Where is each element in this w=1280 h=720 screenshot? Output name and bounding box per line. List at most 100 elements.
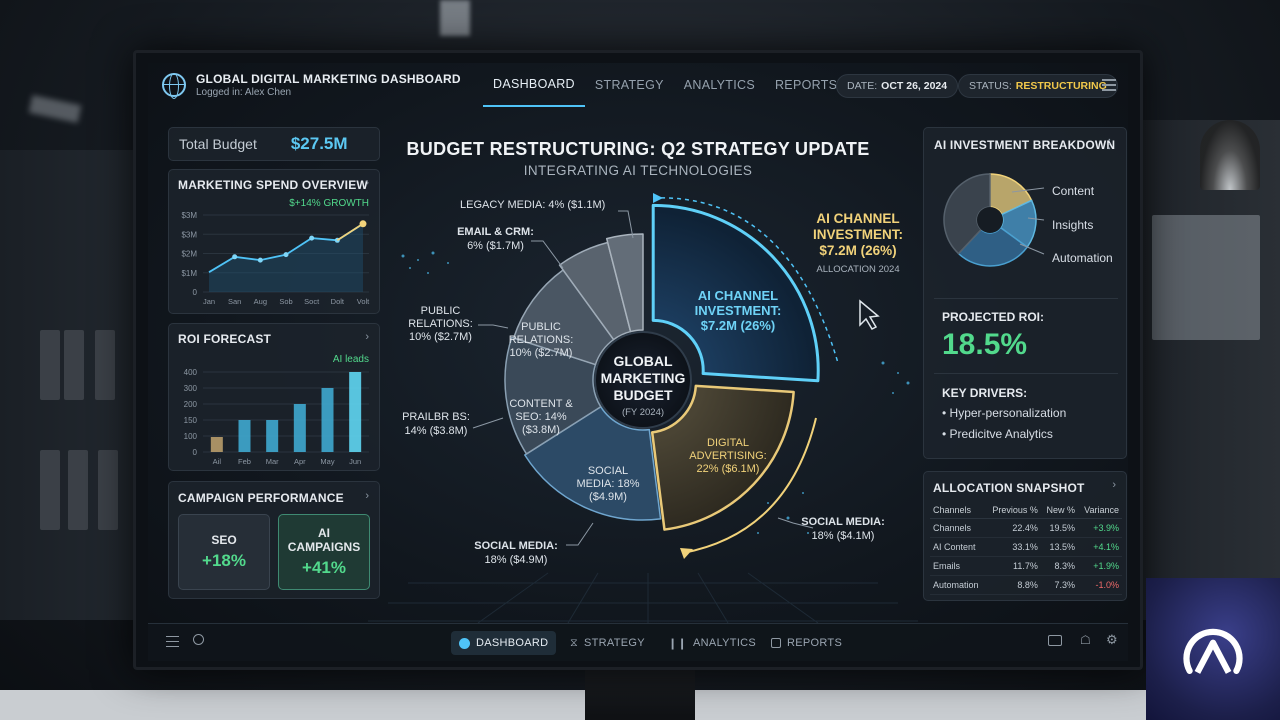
hamburger-menu-icon[interactable]	[1102, 79, 1116, 91]
roi-forecast-title: ROI FORECAST	[178, 332, 272, 346]
nav-reports[interactable]: REPORTS	[774, 78, 838, 92]
table-cell: Channels	[930, 518, 986, 538]
status-label: STATUS:	[969, 80, 1012, 92]
table-cell: +3.9%	[1078, 518, 1122, 538]
key-driver-item: • Hyper-personalization	[942, 406, 1067, 420]
y-tick-label: 200	[184, 400, 198, 409]
callout-email: EMAIL & CRM: 6% ($1.7M)	[448, 225, 543, 253]
ceiling-light	[28, 94, 82, 124]
gear-icon[interactable]: ⚙	[1106, 632, 1118, 647]
legend-automation: Automation	[1052, 251, 1113, 265]
callout-pr: PUBLIC RELATIONS: 10% ($2.7M)	[393, 305, 488, 344]
chevron-right-icon[interactable]: ›	[365, 490, 369, 502]
bottom-nav-dashboard[interactable]: DASHBOARD	[451, 631, 557, 655]
table-cell: Emails	[930, 556, 986, 576]
nav-strategy[interactable]: STRATEGY	[594, 78, 664, 92]
budget-donut-chart	[368, 193, 918, 624]
seo-kpi-label: SEO	[211, 533, 237, 547]
binder	[40, 450, 60, 530]
allocation-snapshot-panel: ALLOCATION SNAPSHOT › Channels Previous …	[923, 471, 1127, 601]
table-cell: 8.8%	[985, 575, 1041, 595]
column-header: Channels	[930, 502, 986, 519]
search-icon[interactable]	[193, 634, 204, 645]
table-cell: 22.4%	[985, 518, 1041, 538]
pendant-lamp	[1200, 120, 1260, 190]
status-value: RESTRUCTURING	[1015, 80, 1107, 92]
callout-line: 10% ($2.7M)	[409, 331, 472, 343]
slice-label-line: $7.2M (26%)	[700, 318, 776, 333]
donut-slice	[524, 406, 662, 521]
slice-label-digital: DIGITAL ADVERTISING: 22% ($6.1M)	[673, 437, 783, 476]
campaign-title: CAMPAIGN PERFORMANCE	[178, 491, 344, 505]
slice-label-line: CONTENT &	[509, 398, 573, 410]
slice-label-line: DIGITAL	[707, 437, 749, 449]
y-tick-label: $1M	[181, 269, 197, 278]
bottom-nav-reports[interactable]: REPORTS	[763, 631, 850, 655]
allocation-title: ALLOCATION SNAPSHOT	[933, 481, 1085, 495]
bottom-nav-label: ANALYTICS	[693, 637, 757, 649]
chevron-right-icon[interactable]: ›	[1112, 479, 1116, 491]
slice-label-line: AI CHANNEL	[697, 288, 779, 303]
callout-line: PUBLIC	[420, 305, 461, 317]
x-tick-label: Apr	[294, 457, 306, 466]
column-header: Previous %	[985, 502, 1041, 519]
logged-in-user: Logged in: Alex Chen	[196, 87, 292, 98]
slice-label-line: SOCIAL	[587, 465, 629, 477]
center-subtitle: INTEGRATING AI TECHNOLOGIES	[523, 163, 753, 178]
donut-slices	[504, 203, 820, 531]
report-icon	[771, 638, 781, 648]
hub-year: (FY 2024)	[621, 407, 665, 418]
table-row[interactable]: AI Content 33.1% 13.5% +4.1%	[930, 537, 1122, 557]
line-chart-icon[interactable]	[1048, 635, 1062, 646]
bottom-nav-analytics[interactable]: ❙❙ ANALYTICS	[660, 631, 764, 655]
slice-label-line: INVESTMENT:	[694, 303, 782, 318]
more-options-icon[interactable]: ⋮	[1103, 136, 1116, 151]
table-row[interactable]: Channels 22.4% 19.5% +3.9%	[930, 518, 1122, 538]
x-tick-label: Volt	[357, 297, 370, 306]
ai-pie-chart	[943, 173, 1045, 267]
table-row[interactable]: Automation 8.8% 7.3% -1.0%	[930, 575, 1122, 595]
slice-label-social: SOCIAL MEDIA: 18% ($4.9M)	[563, 465, 653, 504]
y-tick-label: $3M	[181, 230, 197, 239]
brand: GLOBAL DIGITAL MARKETING DASHBOARD Logge…	[162, 72, 461, 99]
divider	[934, 298, 1118, 299]
x-tick-label: Ail	[213, 457, 222, 466]
marketing-spend-panel[interactable]: MARKETING SPEND OVERVIEW › $+14% GROWTH …	[168, 169, 380, 314]
center-title: BUDGET RESTRUCTURING: Q2 STRATEGY UPDATE	[406, 139, 870, 159]
legend-leader	[1019, 243, 1045, 255]
binder	[95, 330, 115, 400]
ai-campaigns-kpi-card[interactable]: AI CAMPAIGNS +41%	[278, 514, 370, 590]
building-icon[interactable]: ☖	[1080, 633, 1091, 647]
callout-prailbr: PRAILBR BS: 14% ($3.8M)	[396, 410, 476, 438]
ai-investment-panel: AI INVESTMENT BREAKDOWN ⋮ Content Insigh…	[923, 127, 1127, 459]
background-wall	[1140, 120, 1280, 620]
y-tick-label: 0	[193, 448, 198, 457]
roi-forecast-panel[interactable]: ROI FORECAST › AI leads 400 300 200 150 100 0…	[168, 323, 380, 471]
nav-dashboard[interactable]: DASHBOARD	[483, 63, 585, 107]
callout-line: $7.2M (26%)	[819, 243, 897, 258]
projected-roi-label: PROJECTED ROI:	[942, 310, 1045, 324]
table-row[interactable]: Emails 11.7% 8.3% +1.9%	[930, 556, 1122, 576]
legend-content: Content	[1052, 184, 1095, 198]
chevron-right-icon[interactable]: ›	[365, 177, 369, 189]
ceiling-light	[440, 0, 470, 36]
dashboard-screen: GLOBAL DIGITAL MARKETING DASHBOARD Logge…	[148, 63, 1128, 661]
bottom-nav-strategy[interactable]: ⧖ STRATEGY	[562, 631, 653, 655]
chevron-right-icon[interactable]: ›	[365, 331, 369, 343]
seo-kpi-card[interactable]: SEO +18%	[178, 514, 270, 590]
data-point	[309, 235, 315, 241]
nav-analytics[interactable]: ANALYTICS	[683, 78, 755, 92]
table-cell: 19.5%	[1040, 518, 1078, 538]
bar-chart-icon: ❙❙	[668, 637, 688, 650]
x-tick-label: Jan	[203, 297, 215, 306]
date-pill: DATE: OCT 26, 2024	[836, 74, 959, 98]
donut-hub-label: GLOBAL MARKETING BUDGET (FY 2024)	[593, 353, 693, 421]
divider	[934, 373, 1118, 374]
hamburger-menu-icon[interactable]	[166, 636, 179, 647]
callout-legacy: LEGACY MEDIA: 4% ($1.1M)	[460, 199, 606, 211]
hourglass-icon: ⧖	[570, 636, 579, 649]
total-budget-card: Total Budget $27.5M	[168, 127, 380, 161]
key-driver-text: Predicitve Analytics	[949, 427, 1053, 441]
x-tick-label: Feb	[238, 457, 251, 466]
callout-line: 18% ($4.9M)	[484, 554, 548, 566]
